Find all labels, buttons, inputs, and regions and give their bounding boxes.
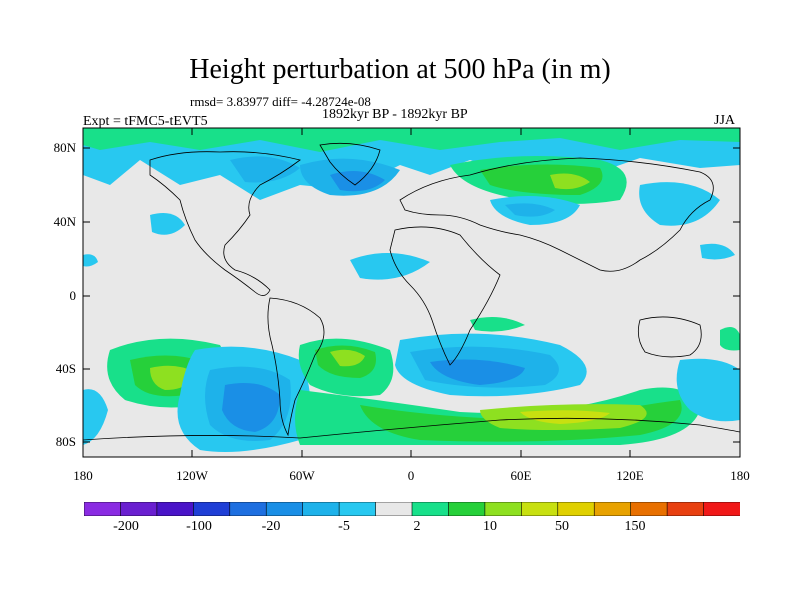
colorbar-label: 50 <box>555 519 569 534</box>
contour-region <box>676 358 740 422</box>
period-text: 1892kyr BP - 1892kyr BP <box>322 107 468 122</box>
lon-label-180w: 180 <box>73 468 93 483</box>
colorbar-swatch <box>557 502 596 516</box>
colorbar <box>84 502 740 516</box>
axis-ticks <box>83 128 740 457</box>
lon-label-0: 0 <box>407 468 415 483</box>
contour-region <box>550 173 590 190</box>
colorbar-swatch <box>193 502 231 516</box>
contour-region <box>639 182 720 226</box>
coastline-africa <box>389 226 501 366</box>
colorbar-swatch <box>630 502 668 516</box>
lon-label-60w: 60W <box>289 468 315 483</box>
contour-region <box>222 382 280 432</box>
lat-label-40n: 40N <box>53 214 76 229</box>
lon-label-120e: 120E <box>616 468 644 483</box>
coastline-greenland <box>319 142 381 186</box>
stats-text: rmsd= 3.83977 diff= -4.28724e-08 <box>190 94 371 109</box>
colorbar-label: -100 <box>186 519 212 534</box>
contour-region <box>83 128 740 152</box>
colorbar-label: 2 <box>413 519 421 534</box>
contour-region <box>700 243 735 260</box>
lat-label-40s: 40S <box>55 361 76 376</box>
coastline-antarctica <box>83 417 740 441</box>
contour-region <box>83 389 108 445</box>
lon-label-120w: 120W <box>176 468 208 483</box>
experiment-text: Expt = tFMC5-tEVT5 <box>83 114 208 129</box>
season-text: JJA <box>714 113 736 128</box>
colorbar-label: -20 <box>261 519 281 534</box>
contour-region <box>350 252 430 280</box>
plot-title: Height perturbation at 500 hPa (in m) <box>189 54 611 85</box>
colorbar-swatch <box>521 502 559 516</box>
lat-label-0: 0 <box>69 288 77 303</box>
colorbar-swatch <box>484 502 523 516</box>
coastline-australia <box>637 316 702 358</box>
contour-region <box>83 135 740 200</box>
contour-region <box>230 156 300 183</box>
colorbar-swatch <box>703 502 740 516</box>
contour-region <box>720 326 740 351</box>
coastline-south-america <box>267 297 325 437</box>
contour-region <box>520 410 610 424</box>
contour-region <box>470 316 525 332</box>
colorbar-swatch <box>302 502 340 516</box>
contour-region <box>505 203 555 217</box>
colorbar-swatch <box>229 502 268 516</box>
colorbar-swatch <box>120 502 158 516</box>
contour-region <box>430 359 525 385</box>
lon-label-60e: 60E <box>510 468 532 483</box>
lat-label-80n: 80N <box>53 140 76 155</box>
lon-label-180e: 180 <box>730 468 750 483</box>
colorbar-swatch <box>338 502 377 516</box>
contour-fill-layer <box>83 128 740 453</box>
coastline-north-america <box>149 151 301 296</box>
colorbar-swatch <box>375 502 413 516</box>
colorbar-label: -200 <box>113 519 139 534</box>
contour-region <box>330 349 365 367</box>
coastline-eurasia <box>399 157 714 272</box>
colorbar-swatch <box>84 502 122 516</box>
colorbar-label: 10 <box>483 519 497 534</box>
colorbar-swatch <box>666 502 705 516</box>
colorbar-swatch <box>156 502 195 516</box>
contour-region <box>83 254 98 267</box>
coastlines <box>83 142 740 441</box>
colorbar-swatch <box>593 502 632 516</box>
lat-label-80s: 80S <box>55 434 76 449</box>
colorbar-swatch <box>448 502 486 516</box>
colorbar-label: 150 <box>624 519 646 534</box>
colorbar-swatch <box>265 502 304 516</box>
contour-region <box>150 212 185 235</box>
colorbar-swatch <box>411 502 450 516</box>
colorbar-label: -5 <box>338 519 350 534</box>
